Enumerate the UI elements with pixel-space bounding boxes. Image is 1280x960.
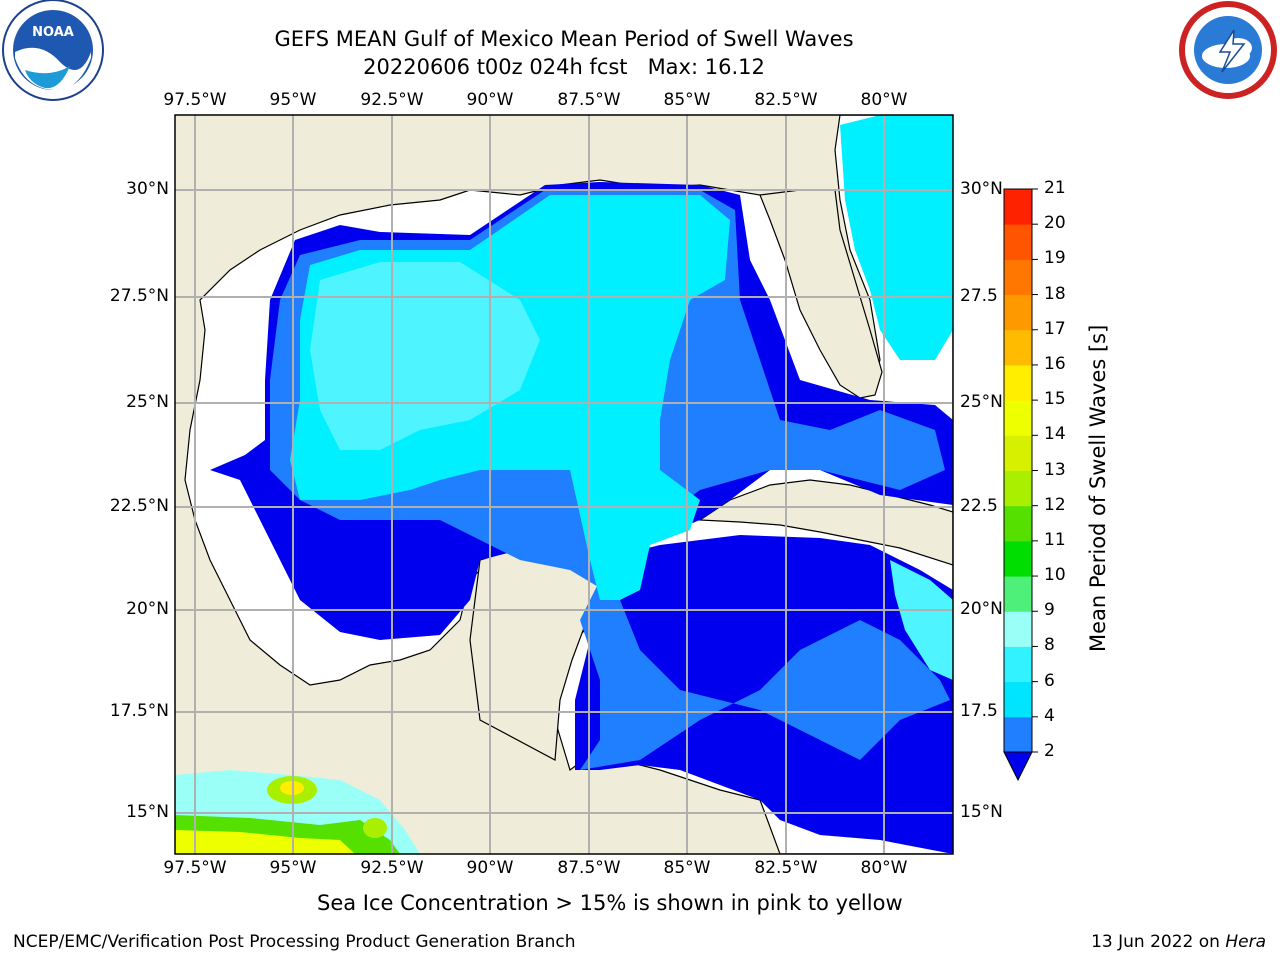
colorbar-label: Mean Period of Swell Waves [s]: [1086, 324, 1110, 652]
colorbar-tick-label: 9: [1044, 600, 1055, 621]
colorbar-tick-label: 11: [1044, 529, 1066, 550]
graticule: [175, 115, 953, 854]
y-tick-right: 30°N: [960, 179, 1003, 199]
colorbar-tick-label: 17: [1044, 318, 1066, 339]
x-tick-top: 82.5°W: [754, 90, 818, 110]
map-subtitle: 20220606 t00z 024h fcst Max: 16.12: [363, 55, 765, 79]
x-tick-bottom: 80°W: [860, 858, 908, 878]
x-tick-bottom: 90°W: [466, 858, 514, 878]
footer-date-text: 13 Jun 2022 on: [1091, 932, 1226, 952]
y-tick-right: 17.5: [960, 701, 998, 721]
colorbar-tick-label: 16: [1044, 353, 1066, 374]
x-tick-top: 97.5°W: [163, 90, 227, 110]
colorbar-tick-label: 2: [1044, 741, 1055, 761]
x-tick-top: 95°W: [269, 90, 317, 110]
x-tick-bottom: 85°W: [663, 858, 711, 878]
map-title: GEFS MEAN Gulf of Mexico Mean Period of …: [274, 27, 854, 51]
footer-credit: NCEP/EMC/Verification Post Processing Pr…: [13, 932, 576, 952]
colorbar-tick-label: 8: [1044, 635, 1055, 656]
x-tick-top: 92.5°W: [360, 90, 424, 110]
y-tick-left: 20°N: [126, 599, 169, 619]
footer-date: 13 Jun 2022 on Hera: [1091, 932, 1266, 952]
colorbar-tick-label: 18: [1044, 283, 1066, 304]
y-tick-left: 27.5°N: [109, 286, 169, 306]
colorbar-tick-label: 21: [1044, 178, 1066, 198]
sea-ice-note: Sea Ice Concentration > 15% is shown in …: [317, 891, 903, 915]
y-tick-left: 30°N: [126, 179, 169, 199]
x-tick-bottom: 92.5°W: [360, 858, 424, 878]
swell-field-atlantic: [840, 115, 953, 360]
x-tick-bottom: 82.5°W: [754, 858, 818, 878]
y-tick-right: 22.5: [960, 496, 998, 516]
pacific-swell-yellow: [175, 830, 355, 854]
x-tick-top: 85°W: [663, 90, 711, 110]
colorbar-tick-label: 15: [1044, 389, 1066, 410]
swell-field-caribbean-light: [890, 560, 953, 680]
x-tick-top: 80°W: [860, 90, 908, 110]
colorbar-tick-label: 4: [1044, 705, 1055, 726]
footer-host: Hera: [1225, 932, 1266, 952]
colorbar-tick-label: 19: [1044, 248, 1066, 269]
y-tick-left: 25°N: [126, 392, 169, 412]
y-tick-left: 22.5°N: [109, 496, 169, 516]
y-tick-right: 27.5: [960, 286, 998, 306]
x-tick-top: 90°W: [466, 90, 514, 110]
y-tick-right: 20°N: [960, 599, 1003, 619]
colorbar-tick-label: 10: [1044, 565, 1066, 586]
colorbar-tick-label: 6: [1044, 670, 1055, 691]
x-tick-bottom: 87.5°W: [557, 858, 621, 878]
map-frame: [174, 114, 954, 855]
y-tick-left: 17.5°N: [109, 701, 169, 721]
colorbar-tick-label: 13: [1044, 459, 1066, 480]
y-tick-right: 25°N: [960, 392, 1003, 412]
x-tick-bottom: 97.5°W: [163, 858, 227, 878]
y-tick-left: 15°N: [126, 802, 169, 822]
x-tick-top: 87.5°W: [557, 90, 621, 110]
colorbar-tick-label: 20: [1044, 213, 1066, 234]
x-tick-bottom: 95°W: [269, 858, 317, 878]
colorbar-tick-label: 12: [1044, 494, 1066, 515]
florida: [759, 189, 883, 399]
y-tick-right: 15°N: [960, 802, 1003, 822]
cuba: [698, 479, 953, 566]
pacific-swell-peak-east: [363, 818, 387, 838]
colorbar-tick-label: 14: [1044, 424, 1066, 445]
